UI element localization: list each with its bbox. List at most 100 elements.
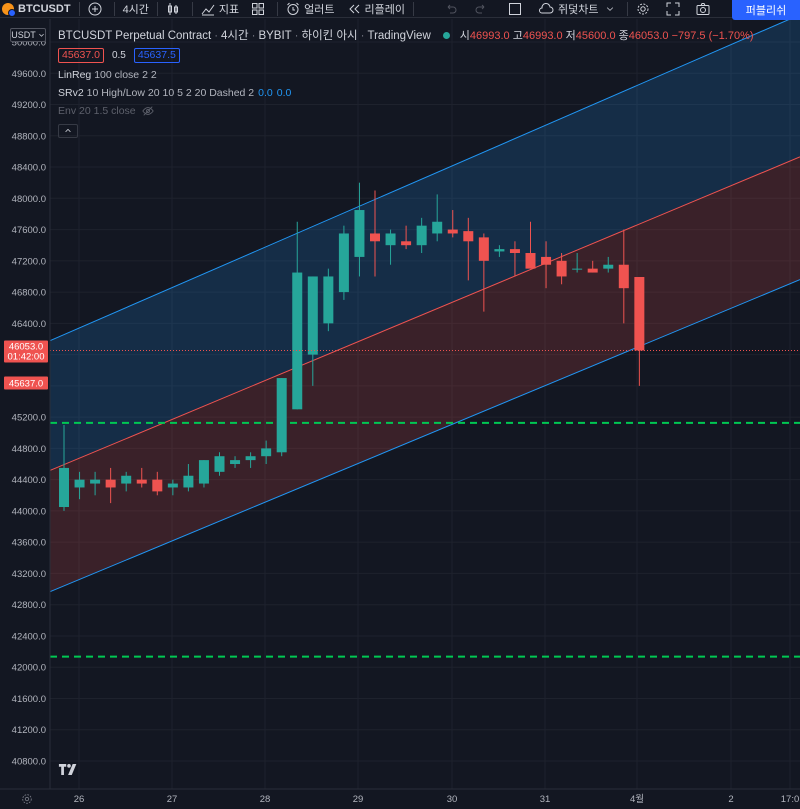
indicator-env-hidden[interactable]: Env 20 1.5 close [58,102,754,120]
chevron-down-icon [38,33,44,37]
candle-body [152,479,163,492]
candle [572,253,583,273]
candle-body [105,479,116,488]
candle-body [261,448,272,457]
fullscreen-button[interactable] [660,0,690,18]
candle-body [416,225,427,246]
eye-hidden-icon[interactable] [141,105,154,117]
compare-symbol-button[interactable] [82,0,112,18]
indicator-args: 10 High/Low 20 10 5 2 20 Dashed 2 [86,87,255,99]
legend-chart-style: 하이킨 아시 [301,30,358,42]
price-tick-label: 43200.0 [12,569,46,580]
tradingview-logo-icon [58,762,82,782]
candle-body [338,233,349,293]
indicators-label: 지표 [218,3,240,16]
publish-button[interactable]: 퍼블리쉬 [732,0,800,20]
regression-channel-upper-line [49,14,800,342]
fullscreen-icon [666,2,680,15]
snapshot-button[interactable] [690,0,720,18]
price-tick-label: 43600.0 [12,538,46,549]
sell-price-button[interactable]: 45637.0 [58,47,104,63]
indicators-button[interactable]: 지표 [195,0,245,18]
price-axis-background [0,19,50,789]
price-tick-label: 44000.0 [12,506,46,517]
candle [261,440,272,465]
candle [401,225,412,250]
replay-button[interactable]: 리플레이 [341,0,411,18]
close-label: 종 [618,30,629,42]
trade-buttons-row: 45637.0 0.5 45637.5 [58,46,754,64]
candle-body [634,277,645,351]
candle-body [478,237,489,261]
toolbar-divider [113,1,115,16]
price-tick-label: 47200.0 [12,256,46,267]
indicator-value: 0.0 [258,87,273,99]
candle [59,424,69,511]
redo-icon [475,4,485,13]
last-price-label: 46053.0 [9,341,43,352]
candle-body [572,268,583,270]
candle-body [59,467,69,508]
legend-collapse-button[interactable] [58,124,78,138]
indicator-linreg[interactable]: LinReg 100 close 2 2 [58,66,754,84]
candle-body [230,460,241,465]
candle-body [214,456,225,472]
high-value: 46993.0 [522,30,563,42]
candle [416,217,427,254]
candle [587,260,598,273]
candle [183,464,194,492]
axis-settings-gear-icon[interactable] [21,793,33,805]
price-tick-label: 45200.0 [12,413,46,424]
save-chart-button[interactable]: 쥐덫차트 [532,0,624,18]
buy-price-button[interactable]: 45637.5 [133,47,180,63]
candle [556,253,567,285]
symbol-legend-row[interactable]: BTCUSDT Perpetual Contract · 4시간 · BYBIT · 하이킨… [58,26,754,44]
price-tick-label: 49600.0 [12,69,46,80]
chevron-up-icon [65,128,71,133]
price-tick-label: 46800.0 [12,288,46,299]
legend-source: TradingView [367,30,431,42]
redo-button[interactable] [468,0,498,18]
candle [136,467,147,488]
candle [90,471,101,496]
time-tick-label: 30 [447,794,458,805]
indicator-name: Env [58,105,77,117]
candle-body [183,475,194,488]
grid-layout-icon [252,2,265,15]
candle-type-button[interactable] [160,0,190,18]
candle-body [245,456,256,461]
candle-body [525,253,536,269]
interval-button[interactable]: 4시간 [117,0,155,18]
templates-button[interactable] [245,0,275,18]
price-tick-label: 42000.0 [12,663,46,674]
currency-selector[interactable]: USDT [10,28,46,42]
regression-channel-lower-line [49,279,800,593]
candle-body [90,479,101,484]
candle [603,256,614,273]
price-tick-label: 44400.0 [12,475,46,486]
time-tick-label: 4월 [630,793,644,805]
symbol-search-button[interactable]: BTCUSDT [0,0,77,18]
layout-toggle-button[interactable] [502,0,532,18]
close-value: 46053.0 [628,30,669,42]
price-tick-label: 41200.0 [12,725,46,736]
cloud-icon [539,2,554,13]
candle [74,471,85,500]
settings-button[interactable] [630,0,660,18]
candle [152,471,163,496]
candle-body [541,256,552,265]
alert-button[interactable]: 얼러트 [280,0,340,18]
symbol-label: BTCUSDT [18,2,71,15]
candle [167,479,178,496]
legend-symbol-title: BTCUSDT Perpetual Contract · 4시간 · BYBIT · 하이킨… [58,30,431,42]
last-price-label-bg [4,340,48,363]
candle [541,241,552,289]
indicator-srv2[interactable]: SRv2 10 High/Low 20 10 5 2 20 Dashed 2 0… [58,84,754,102]
candle-body [618,264,629,289]
alarm-clock-icon [287,2,300,15]
candle [323,268,334,332]
candle [354,182,365,277]
candle [276,378,287,457]
undo-button[interactable] [438,0,468,18]
